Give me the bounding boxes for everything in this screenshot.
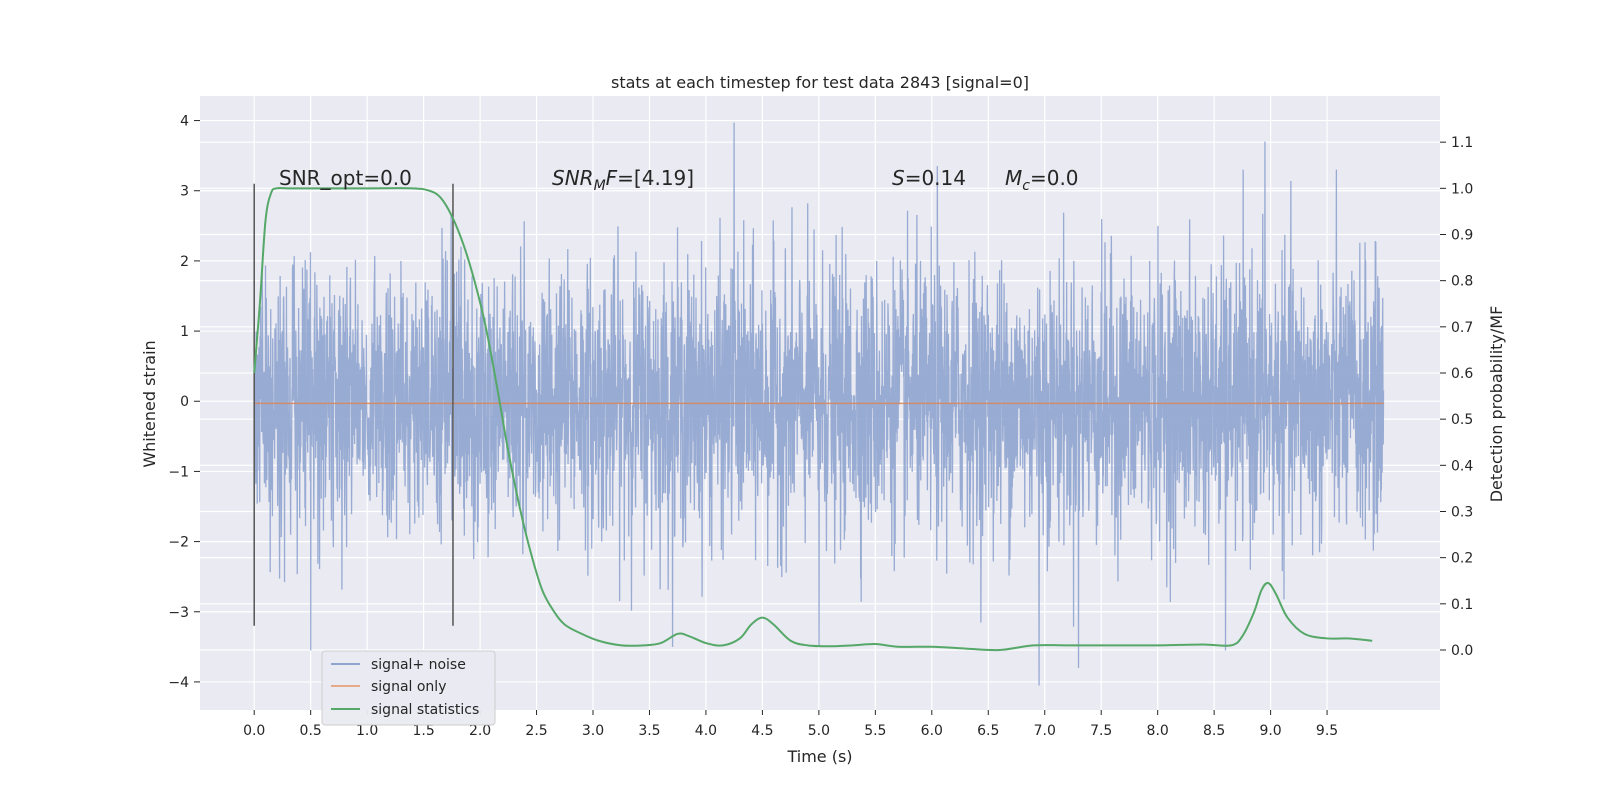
y-right-tick-label: 0.6 xyxy=(1451,366,1473,382)
annotation-snr-mf-main: SNR xyxy=(552,166,594,190)
x-tick-label: 8.5 xyxy=(1203,723,1225,739)
y-axis-ticks: 4 3 2 1 0 −1 −2 −3 −4 xyxy=(168,114,200,691)
annotation-mc-label: M xyxy=(1005,166,1022,190)
x-tick-label: 0.5 xyxy=(300,723,322,739)
annotation-snr-mf: SNRMF=[4.19] xyxy=(552,166,694,194)
x-tick-label: 7.5 xyxy=(1090,723,1112,739)
y-right-tick-label: 0.2 xyxy=(1451,551,1473,567)
y-tick-label: −1 xyxy=(168,464,189,480)
vertical-markers xyxy=(253,183,454,626)
y-tick-label: −3 xyxy=(168,605,189,621)
y-axis-label: Whitened strain xyxy=(140,340,159,467)
x-tick-label: 1.5 xyxy=(412,723,434,739)
x-axis-ticks: 0.0 0.5 1.0 1.5 2.0 2.5 3.0 3.5 4.0 4.5 5.0 5.5 6.0 6… xyxy=(243,710,1338,739)
y-right-axis-label: Detection probability/MF xyxy=(1487,306,1506,503)
legend-label-signal-noise: signal+ noise xyxy=(371,657,466,673)
series-signal-noise xyxy=(253,122,1385,686)
x-tick-label: 3.0 xyxy=(582,723,604,739)
x-axis-label: Time (s) xyxy=(786,747,852,766)
x-tick-label: 5.0 xyxy=(808,723,830,739)
legend: signal+ noise signal only signal statist… xyxy=(321,650,496,726)
annotation-snr-mf-value: =[4.19] xyxy=(617,166,694,190)
x-tick-label: 0.0 xyxy=(243,723,265,739)
y-right-tick-label: 0.1 xyxy=(1451,597,1473,613)
legend-box xyxy=(321,650,496,726)
y-right-tick-label: 0.3 xyxy=(1451,504,1473,520)
x-tick-label: 4.0 xyxy=(695,723,717,739)
x-tick-label: 6.5 xyxy=(977,723,999,739)
y-tick-label: 1 xyxy=(180,324,189,340)
y-tick-label: 0 xyxy=(180,394,189,410)
annotation-s-value: =0.14 xyxy=(905,166,966,190)
annotation-mc-sub: c xyxy=(1022,178,1030,194)
legend-label-signal-only: signal only xyxy=(371,679,446,695)
x-tick-label: 8.0 xyxy=(1147,723,1169,739)
series-signal-statistics xyxy=(253,186,1373,652)
y-tick-label: −2 xyxy=(168,535,189,551)
x-tick-label: 5.5 xyxy=(864,723,886,739)
y-tick-label: 3 xyxy=(180,184,189,200)
x-tick-label: 2.5 xyxy=(525,723,547,739)
x-tick-label: 9.0 xyxy=(1259,723,1281,739)
y-right-tick-label: 0.4 xyxy=(1451,458,1473,474)
y-tick-label: 4 xyxy=(180,114,189,130)
y-right-tick-label: 0.7 xyxy=(1451,320,1473,336)
y-right-tick-label: 0.8 xyxy=(1451,274,1473,290)
x-tick-label: 7.0 xyxy=(1034,723,1056,739)
x-tick-label: 1.0 xyxy=(356,723,378,739)
y-right-tick-label: 0.0 xyxy=(1451,643,1473,659)
x-tick-label: 9.5 xyxy=(1316,723,1338,739)
y-tick-label: −4 xyxy=(168,675,189,691)
chart-title: stats at each timestep for test data 284… xyxy=(611,73,1029,92)
legend-label-signal-statistics: signal statistics xyxy=(371,702,479,718)
x-tick-label: 3.5 xyxy=(638,723,660,739)
annotation-snr-opt: SNR_opt=0.0 xyxy=(279,166,412,190)
annotation-mc: Mc=0.0 xyxy=(1005,166,1079,194)
annotation-snr-mf-sub: M xyxy=(594,178,606,194)
x-tick-label: 2.0 xyxy=(469,723,491,739)
y-right-tick-label: 0.9 xyxy=(1451,227,1473,243)
annotation-s-label: S xyxy=(892,166,905,190)
annotation-s: S=0.14 xyxy=(892,166,966,190)
y-right-tick-label: 1.0 xyxy=(1451,181,1473,197)
y-right-tick-label: 1.1 xyxy=(1451,135,1473,151)
y-right-tick-label: 0.5 xyxy=(1451,412,1473,428)
annotation-snr-mf-rest: F xyxy=(606,166,618,190)
y-right-axis-ticks: 1.1 1.0 0.9 0.8 0.7 0.6 0.5 0.4 0.3 0.2 0.1 0.0 xyxy=(1440,135,1473,659)
x-tick-label: 6.0 xyxy=(921,723,943,739)
annotation-mc-value: =0.0 xyxy=(1030,166,1079,190)
y-tick-label: 2 xyxy=(180,254,189,270)
x-tick-label: 4.5 xyxy=(751,723,773,739)
